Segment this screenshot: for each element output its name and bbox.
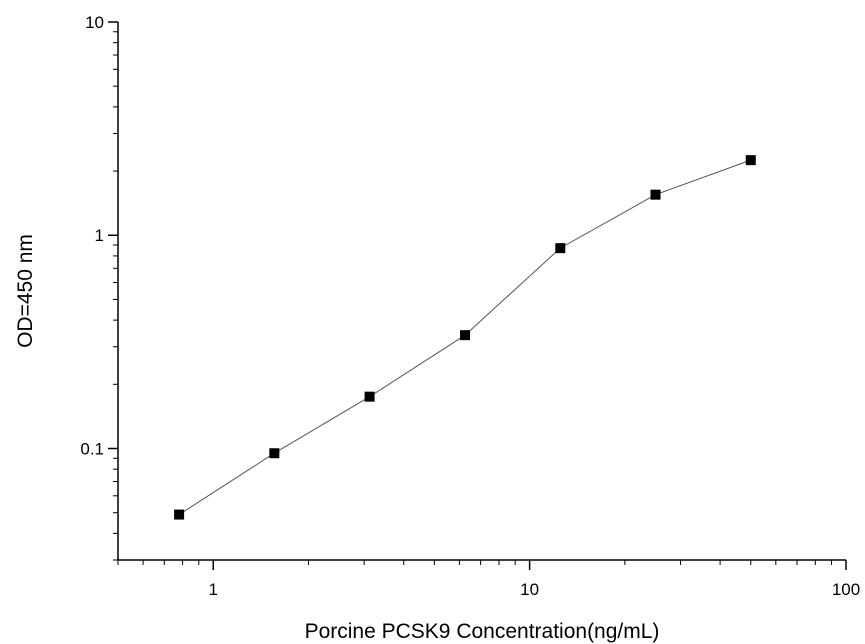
y-tick-label: 10 — [85, 13, 104, 32]
data-point — [650, 189, 661, 200]
x-ticks: 1 10 100 — [117, 560, 860, 599]
data-point — [174, 509, 185, 520]
axes: 1 10 100 0.1 1 10 — [80, 13, 860, 599]
y-axis-title: OD=450 nm — [14, 234, 37, 348]
y-tick-label: 0.1 — [80, 439, 104, 458]
data-point — [269, 448, 280, 459]
data-point — [460, 330, 471, 341]
data-point — [555, 243, 566, 254]
x-tick-label: 1 — [209, 580, 218, 599]
y-ticks: 0.1 1 10 — [80, 13, 118, 561]
data-point — [364, 391, 375, 402]
data-series — [174, 155, 756, 520]
x-tick-label: 100 — [832, 580, 860, 599]
x-tick-label: 10 — [520, 580, 539, 599]
y-tick-label: 1 — [95, 226, 104, 245]
data-point — [745, 155, 756, 166]
x-axis-title: Porcine PCSK9 Concentration(ng/mL) — [305, 620, 660, 643]
